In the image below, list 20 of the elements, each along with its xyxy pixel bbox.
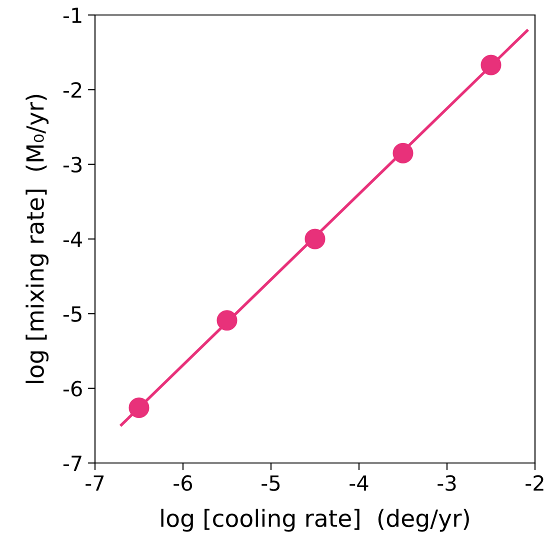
x-axis-title: log [cooling rate] (deg/yr) [161, 508, 469, 532]
y-tick-label: -6 [63, 380, 82, 397]
point [392, 142, 414, 164]
y-axis-title: log [mixing rate] (M₀/yr) [26, 94, 49, 383]
y-tick-label: -4 [63, 232, 82, 247]
y-tick-label: -2 [63, 82, 82, 98]
x-tick-label: -3 [438, 475, 456, 491]
x-tick-label: -5 [262, 475, 280, 491]
y-tick-label: -3 [63, 156, 82, 173]
y-tick-label: -1 [63, 8, 82, 23]
point [304, 228, 326, 250]
point [480, 54, 502, 76]
x-tick-label: -6 [174, 475, 192, 491]
point [128, 397, 150, 418]
x-tick-label: -2 [526, 475, 544, 491]
x-tick-label: -4 [350, 475, 368, 491]
y-tick-label: -7 [63, 456, 82, 471]
y-tick-label: -5 [63, 306, 82, 322]
x-tick-label: -7 [86, 475, 104, 491]
point [216, 310, 238, 331]
